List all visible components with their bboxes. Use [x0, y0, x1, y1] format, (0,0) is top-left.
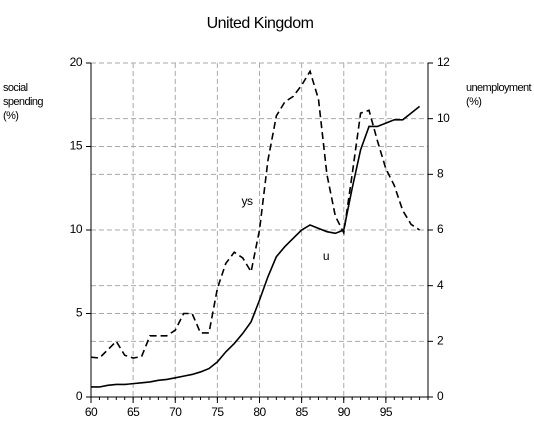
- x-tick-label: 90: [338, 405, 351, 419]
- x-tick-label: 70: [169, 405, 182, 419]
- chart-title: United Kingdom: [207, 15, 314, 32]
- y2-tick-label: 12: [437, 55, 450, 69]
- y-tick-label: 15: [70, 139, 83, 153]
- y2-tick-label: 2: [437, 334, 444, 348]
- series-label: u: [323, 249, 329, 263]
- y2-axis-label: unemployment (%): [466, 82, 532, 108]
- y2-tick-label: 8: [437, 167, 444, 181]
- x-tick-label: 65: [127, 405, 140, 419]
- y2-tick-label: 10: [437, 111, 450, 125]
- y2-tick-label: 4: [437, 278, 444, 292]
- line-series: [91, 105, 421, 388]
- y-tick-label: 10: [70, 222, 83, 236]
- y-tick-label: 0: [76, 389, 83, 403]
- y-axis-label: social spending (%): [3, 82, 43, 122]
- y-tick-label: 5: [76, 306, 83, 320]
- y2-tick-label: 6: [437, 222, 444, 236]
- x-tick-label: 85: [295, 405, 308, 419]
- x-tick-label: 95: [380, 405, 393, 419]
- line-series: [90, 69, 421, 359]
- x-tick-label: 60: [85, 405, 98, 419]
- x-tick-label: 75: [211, 405, 224, 419]
- x-tick-label: 80: [253, 405, 266, 419]
- series-label: ys: [242, 194, 254, 208]
- y-tick-label: 20: [70, 55, 83, 69]
- y2-tick-label: 0: [437, 389, 444, 403]
